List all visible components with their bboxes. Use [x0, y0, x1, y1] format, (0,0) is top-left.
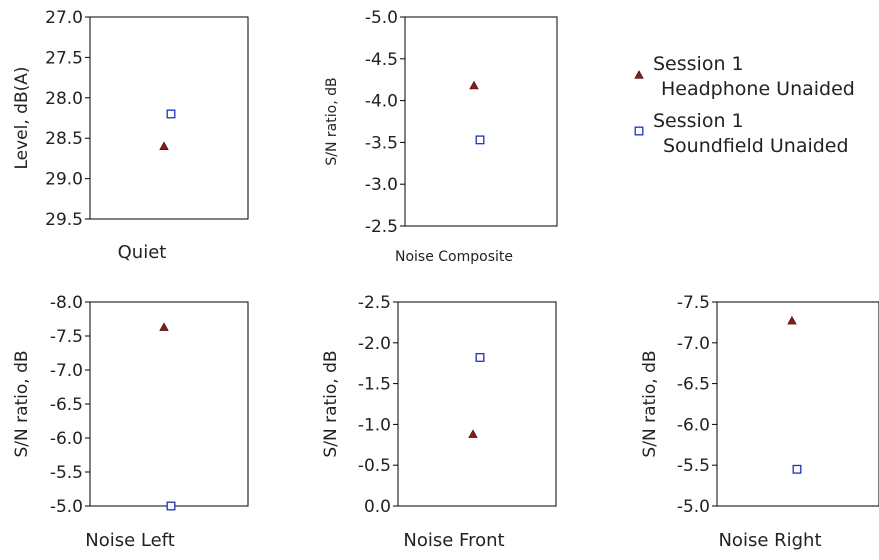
legend-label-line2: Headphone Unaided [661, 78, 855, 100]
legend-label-line2: Soundfield Unaided [663, 135, 849, 157]
data-point-headphone [159, 322, 169, 331]
y-tick-label: -2.5 [365, 217, 398, 237]
x-axis-label: Noise Front [403, 530, 504, 551]
y-tick-label: 27.5 [45, 48, 83, 68]
panel-noise-composite: -5.0 -4.5 -4.0 -3.5 -3.0 -2.5 S/N ratio, dB Noi… [324, 8, 558, 265]
panel-noise-right: -7.5 -7.0 -6.5 -6.0 -5.5 -5.0 S/N ratio, dB Noi… [640, 293, 879, 551]
plot-frame [89, 301, 249, 507]
y-tick-label: 27.0 [45, 8, 83, 28]
data-point-headphone [787, 315, 797, 325]
x-axis-label: Noise Left [85, 530, 175, 551]
y-tick-label: -2.0 [358, 334, 391, 354]
panel-noise-front: -2.5 -2.0 -1.5 -1.0 -0.5 0.0 S/N ratio, dB Nois… [321, 293, 557, 551]
data-point-soundfield [475, 353, 485, 362]
y-axis-label: S/N ratio, dB [12, 350, 32, 457]
x-axis-label: Quiet [118, 242, 167, 263]
y-axis-label: Level, dB(A) [12, 66, 32, 169]
data-point-soundfield [166, 501, 176, 511]
y-tick-label: -5.0 [50, 497, 83, 517]
y-tick-label: -5.0 [677, 497, 710, 517]
y-tick-label: -1.0 [358, 415, 391, 435]
data-point-headphone [159, 141, 169, 150]
legend-marker-square [634, 126, 644, 136]
y-tick-label: 28.5 [45, 129, 83, 149]
y-tick-label: -5.5 [50, 463, 83, 483]
legend-marker-triangle [634, 70, 644, 79]
data-point-headphone [468, 429, 478, 438]
y-tick-label: -3.5 [365, 133, 398, 153]
y-axis-label: S/N ratio, dB [321, 350, 341, 457]
y-tick-label: 29.5 [45, 210, 83, 230]
y-tick-label: -4.5 [365, 50, 398, 70]
plot-frame [404, 16, 558, 227]
y-tick-label: -7.0 [677, 334, 710, 354]
data-point-soundfield [475, 135, 485, 145]
legend-label-line1: Session 1 [653, 53, 744, 75]
data-point-soundfield [792, 464, 802, 474]
legend-label-line1: Session 1 [653, 110, 744, 132]
plot-frame [397, 301, 557, 507]
y-tick-label: -3.0 [365, 175, 398, 195]
y-tick-label: -0.5 [358, 456, 391, 476]
y-axis-label: S/N ratio, dB [324, 77, 340, 165]
y-tick-label: 0.0 [364, 497, 391, 517]
panel-noise-left: -8.0 -7.5 -7.0 -6.5 -6.0 -5.5 -5.0 S/N ratio, d… [12, 293, 249, 551]
y-tick-label: -7.5 [677, 293, 710, 313]
plot-frame [716, 301, 879, 507]
plot-frame [89, 16, 249, 220]
y-tick-label: -1.5 [358, 375, 391, 395]
y-tick-label: -2.5 [358, 293, 391, 313]
y-tick-label: -8.0 [50, 293, 83, 313]
legend: Session 1 Headphone Unaided Session 1 Sound… [634, 53, 855, 157]
data-point-headphone [469, 80, 479, 90]
y-tick-label: -5.5 [677, 456, 710, 476]
legend-item-headphone: Session 1 Headphone Unaided [634, 53, 855, 100]
y-tick-label: -4.0 [365, 92, 398, 112]
panel-quiet: 27.0 27.5 28.0 28.5 29.0 29.5 Level, dB(A) Quie… [12, 8, 249, 263]
y-axis-label: S/N ratio, dB [640, 350, 660, 457]
y-tick-label: -6.5 [677, 375, 710, 395]
y-tick-label: -6.5 [50, 395, 83, 415]
legend-item-soundfield: Session 1 Soundfield Unaided [634, 110, 849, 157]
y-tick-label: -5.0 [365, 8, 398, 28]
y-tick-label: 29.0 [45, 170, 83, 190]
x-axis-label: Noise Composite [395, 249, 513, 265]
y-tick-label: -7.0 [50, 361, 83, 381]
y-tick-label: -6.0 [50, 429, 83, 449]
y-tick-label: -7.5 [50, 327, 83, 347]
x-axis-label: Noise Right [718, 530, 821, 551]
y-tick-label: 28.0 [45, 89, 83, 109]
data-point-soundfield [166, 109, 176, 119]
y-tick-label: -6.0 [677, 415, 710, 435]
